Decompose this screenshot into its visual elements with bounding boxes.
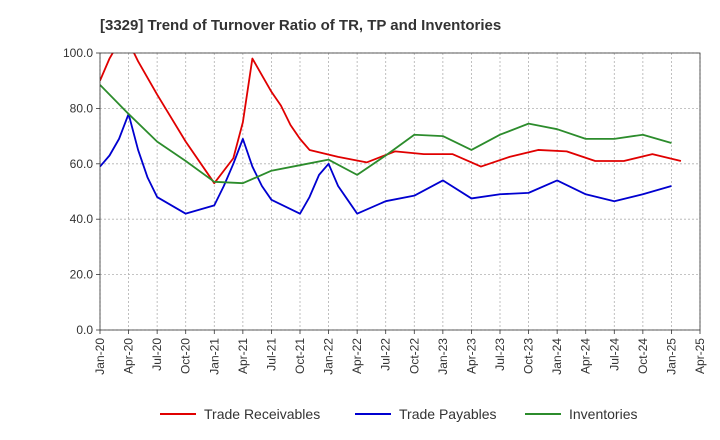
x-tick-label: Oct-24 xyxy=(636,338,650,374)
series-line-trade-payables xyxy=(100,113,672,215)
y-tick-label: 100.0 xyxy=(63,46,93,60)
chart-title: [3329] Trend of Turnover Ratio of TR, TP… xyxy=(100,17,501,34)
x-tick-label: Jul-20 xyxy=(150,338,164,371)
y-tick-label: 20.0 xyxy=(70,268,94,282)
x-tick-label: Jul-22 xyxy=(379,338,393,371)
legend-label: Trade Receivables xyxy=(204,406,320,422)
x-tick-label: Jul-21 xyxy=(264,338,278,371)
grid xyxy=(99,52,701,331)
y-tick-label: 60.0 xyxy=(70,157,94,171)
x-tick-label: Jan-20 xyxy=(93,338,107,375)
x-tick-label: Apr-25 xyxy=(693,338,707,374)
legend-label: Trade Payables xyxy=(399,406,497,422)
x-tick-label: Jan-23 xyxy=(436,338,450,375)
plot-frame xyxy=(99,52,701,331)
series-line-trade-receivables xyxy=(100,53,682,185)
x-tick-label: Jan-21 xyxy=(207,338,221,375)
x-tick-label: Apr-20 xyxy=(122,338,136,374)
series-lines xyxy=(100,53,682,215)
legend: Trade Receivables Trade Payables Inventori… xyxy=(160,406,637,422)
x-tick-label: Jan-22 xyxy=(322,338,336,375)
x-tick-label: Apr-22 xyxy=(350,338,364,374)
x-tick-label: Jan-24 xyxy=(550,338,564,375)
x-tick-label: Oct-23 xyxy=(522,338,536,374)
x-tick-label: Oct-22 xyxy=(407,338,421,374)
x-tick-label: Apr-24 xyxy=(579,338,593,374)
x-tick-label: Jul-24 xyxy=(607,338,621,371)
x-axis-ticks: Jan-20 Apr-20 Jul-20 Oct-20 Jan-21 Apr-21 Jul-… xyxy=(93,330,707,375)
x-tick-label: Apr-21 xyxy=(236,338,250,374)
y-tick-label: 80.0 xyxy=(70,101,94,115)
y-tick-label: 0.0 xyxy=(76,323,93,337)
x-tick-label: Jul-23 xyxy=(493,338,507,371)
x-tick-label: Apr-23 xyxy=(464,338,478,374)
series-line-inventories xyxy=(100,84,672,185)
x-tick-label: Jan-25 xyxy=(664,338,678,375)
x-tick-label: Oct-21 xyxy=(293,338,307,374)
legend-label: Inventories xyxy=(569,406,637,422)
x-tick-label: Oct-20 xyxy=(179,338,193,374)
y-axis-ticks: 0.0 20.0 40.0 60.0 80.0 100.0 xyxy=(63,46,100,337)
y-tick-label: 40.0 xyxy=(70,212,94,226)
